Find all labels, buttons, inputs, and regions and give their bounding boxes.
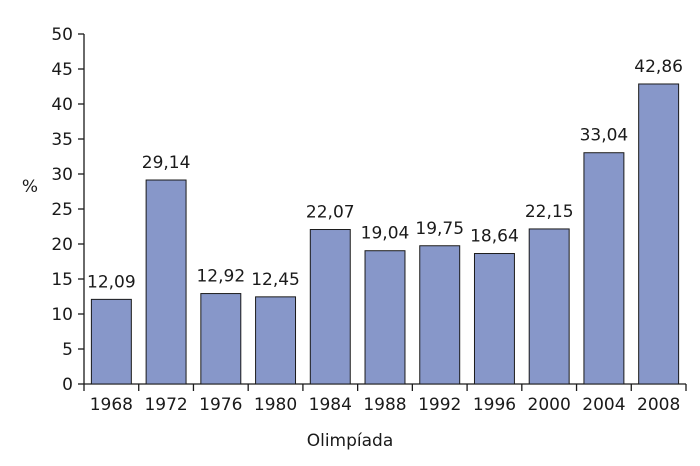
y-tick-label: 5 bbox=[62, 340, 73, 360]
bar-2008 bbox=[638, 83, 680, 385]
x-tick-label-1968: 1968 bbox=[90, 395, 133, 415]
bar-1988 bbox=[364, 250, 406, 385]
x-tick-label-1984: 1984 bbox=[309, 395, 352, 415]
y-tick-label: 20 bbox=[51, 235, 73, 255]
y-tick-label: 30 bbox=[51, 165, 73, 185]
data-label-2008: 42,86 bbox=[634, 57, 683, 77]
data-label-1988: 19,04 bbox=[361, 224, 410, 244]
y-axis-label: % bbox=[22, 177, 38, 197]
x-tick-label-2000: 2000 bbox=[528, 395, 571, 415]
y-tick-label: 15 bbox=[51, 270, 73, 290]
bar-2000 bbox=[528, 228, 570, 385]
data-label-1984: 22,07 bbox=[306, 203, 355, 223]
y-tick-label: 45 bbox=[51, 60, 73, 80]
x-tick-label-1992: 1992 bbox=[418, 395, 461, 415]
data-label-2000: 22,15 bbox=[525, 202, 574, 222]
data-label-1968: 12,09 bbox=[87, 272, 136, 292]
y-axis: 0 5 10 15 20 25 30 35 40 45 50 bbox=[51, 25, 85, 395]
bar-1984 bbox=[309, 229, 351, 385]
bar-1996 bbox=[473, 253, 515, 385]
data-label-1996: 18,64 bbox=[470, 227, 519, 247]
bar-1976 bbox=[200, 293, 242, 385]
bar-1968 bbox=[90, 298, 132, 385]
y-tick-label: 25 bbox=[51, 200, 73, 220]
x-axis: 1968 1972 1976 1980 1984 1988 1992 1996 2000 2004… bbox=[83, 383, 687, 415]
y-tick-label: 35 bbox=[51, 130, 73, 150]
bar-2004 bbox=[583, 152, 625, 385]
data-label-2004: 33,04 bbox=[580, 126, 629, 146]
x-tick-label-2008: 2008 bbox=[637, 395, 680, 415]
bar-1972 bbox=[145, 179, 187, 385]
data-label-1972: 29,14 bbox=[142, 153, 191, 173]
data-label-1980: 12,45 bbox=[251, 270, 300, 290]
data-label-1992: 19,75 bbox=[415, 219, 464, 239]
x-axis-label: Olimpíada bbox=[307, 431, 394, 451]
x-tick-label-2004: 2004 bbox=[582, 395, 625, 415]
x-tick-label-1996: 1996 bbox=[473, 395, 516, 415]
y-tick-label: 0 bbox=[62, 375, 73, 395]
x-tick-label-1976: 1976 bbox=[199, 395, 242, 415]
x-tick-label-1988: 1988 bbox=[363, 395, 406, 415]
bars bbox=[90, 83, 680, 385]
bar-1980 bbox=[255, 296, 297, 385]
data-label-1976: 12,92 bbox=[196, 267, 245, 287]
data-labels: 12,09 29,14 12,92 12,45 22,07 19,04 19,75 18,64… bbox=[87, 57, 683, 292]
x-tick-label-1980: 1980 bbox=[254, 395, 297, 415]
y-tick-label: 40 bbox=[51, 95, 73, 115]
bar-1992 bbox=[419, 245, 461, 385]
y-tick-label: 50 bbox=[51, 25, 73, 45]
y-tick-label: 10 bbox=[51, 305, 73, 325]
x-tick-label-1972: 1972 bbox=[144, 395, 187, 415]
